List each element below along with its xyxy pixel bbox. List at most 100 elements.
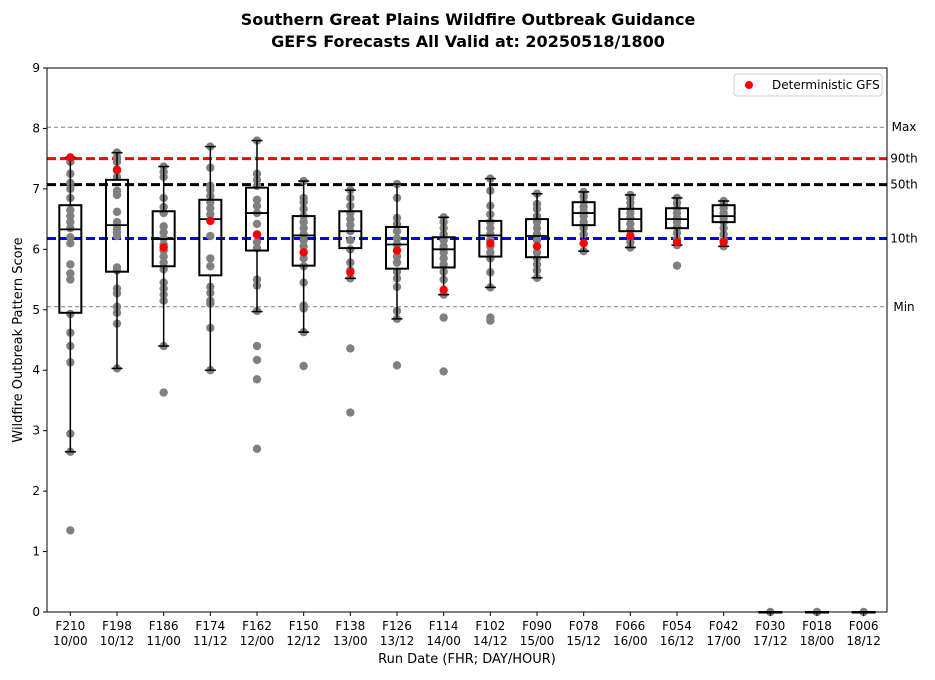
legend-marker-deterministic-gfs (745, 81, 753, 89)
x-tick-label-fhr: F042 (709, 619, 739, 633)
x-tick-label-fhr: F126 (382, 619, 412, 633)
x-tick-label-fhr: F114 (429, 619, 459, 633)
deterministic-gfs-point (392, 246, 402, 255)
x-tick-label-day: 13/12 (380, 634, 415, 648)
ensemble-member-point (112, 223, 122, 233)
chart-subtitle: GEFS Forecasts All Valid at: 20250518/18… (271, 32, 665, 51)
deterministic-gfs-point (626, 231, 635, 241)
ensemble-member-point (346, 236, 355, 245)
ensemble-member-point (392, 227, 402, 236)
x-tick-label-day: 16/12 (660, 634, 695, 648)
ensemble-member-point (486, 313, 495, 322)
ensemble-member-point (206, 231, 215, 241)
ensemble-member-point (112, 263, 122, 272)
ensemble-member-point (66, 260, 75, 269)
y-tick-label: 5 (32, 303, 40, 317)
ensemble-member-point (66, 217, 75, 227)
reference-label-max: Max (892, 120, 917, 134)
ensemble-member-point (66, 211, 75, 221)
y-tick-label: 0 (32, 605, 40, 619)
x-axis-label: Run Date (FHR; DAY/HOUR) (378, 652, 556, 667)
reference-label-10th: 10th (890, 231, 918, 245)
ensemble-member-point (439, 248, 448, 257)
x-tick-label-fhr: F150 (289, 619, 319, 633)
ensemble-member-point (299, 236, 308, 245)
box-iqr (291, 215, 316, 267)
ensemble-member-point (672, 261, 682, 270)
deterministic-gfs-point (299, 248, 308, 257)
ensemble-member-point (206, 262, 215, 271)
deterministic-gfs-point (112, 165, 122, 174)
x-tick-label-day: 18/12 (846, 634, 881, 648)
x-tick-label-day: 12/00 (240, 634, 275, 648)
box-iqr (58, 204, 83, 314)
ensemble-member-point (392, 252, 402, 261)
deterministic-gfs-point (66, 153, 75, 162)
x-tick-label-fhr: F138 (335, 619, 365, 633)
ensemble-member-point (159, 252, 168, 261)
deterministic-gfs-point (486, 239, 495, 248)
ensemble-member-point (252, 237, 262, 247)
ensemble-member-point (439, 242, 448, 251)
ensemble-member-point (66, 269, 75, 278)
box-iqr (245, 186, 269, 252)
ensemble-member-point (112, 217, 122, 227)
x-tick-label-fhr: F078 (569, 619, 599, 633)
box-iqr (525, 218, 549, 259)
plot-frame (46, 67, 888, 613)
box-iqr (385, 225, 409, 270)
x-tick-label-day: 10/12 (100, 634, 135, 648)
box-iqr (431, 236, 456, 269)
y-tick-label: 8 (32, 121, 40, 135)
deterministic-gfs-point (439, 285, 448, 295)
ensemble-member-point (252, 219, 262, 229)
ensemble-member-point (206, 210, 215, 219)
ensemble-member-point (66, 275, 75, 284)
deterministic-gfs-point (346, 268, 355, 277)
x-tick-label-day: 18/00 (800, 634, 835, 648)
x-tick-label-day: 17/00 (706, 634, 741, 648)
y-axis-label: Wildfire Outbreak Pattern Score (11, 237, 26, 442)
ensemble-member-point (206, 254, 215, 263)
ensemble-member-point (252, 201, 262, 211)
ensemble-member-point (439, 254, 448, 263)
ensemble-member-point (299, 361, 308, 371)
ensemble-member-point (392, 234, 402, 243)
deterministic-gfs-point (579, 239, 588, 248)
deterministic-gfs-point (532, 242, 542, 251)
y-tick-label: 1 (32, 545, 40, 559)
x-tick-label-fhr: F186 (149, 619, 179, 633)
x-tick-label-fhr: F162 (242, 619, 272, 633)
ensemble-member-point (252, 375, 262, 384)
ensemble-member-point (299, 242, 308, 251)
reference-label-50th: 50th (890, 178, 918, 192)
x-tick-label-day: 11/00 (146, 634, 181, 648)
ensemble-member-point (532, 223, 542, 233)
ensemble-member-point (486, 248, 495, 257)
x-tick-label-day: 14/00 (426, 634, 461, 648)
box-iqr (338, 210, 363, 250)
ensemble-member-point (346, 408, 355, 417)
ensemble-member-point (159, 222, 168, 231)
ensemble-member-point (66, 233, 75, 242)
ensemble-member-point (532, 248, 542, 257)
ensemble-member-point (392, 258, 402, 267)
box-iqr (618, 207, 643, 233)
x-tick-label-fhr: F030 (755, 619, 785, 633)
ensemble-member-point (252, 195, 262, 204)
ensemble-member-point (299, 254, 308, 263)
ensemble-member-point (532, 236, 542, 245)
x-tick-label-fhr: F210 (55, 619, 85, 633)
x-tick-label-fhr: F198 (102, 619, 132, 633)
y-tick-label: 4 (32, 363, 40, 377)
box-iqr (198, 198, 223, 277)
deterministic-gfs-point (159, 243, 168, 252)
ensemble-member-point (392, 361, 402, 370)
legend: Deterministic GFS (733, 73, 883, 97)
ensemble-member-point (346, 344, 355, 353)
x-tick-label-fhr: F090 (522, 619, 552, 633)
x-tick-label-day: 15/00 (520, 634, 555, 648)
